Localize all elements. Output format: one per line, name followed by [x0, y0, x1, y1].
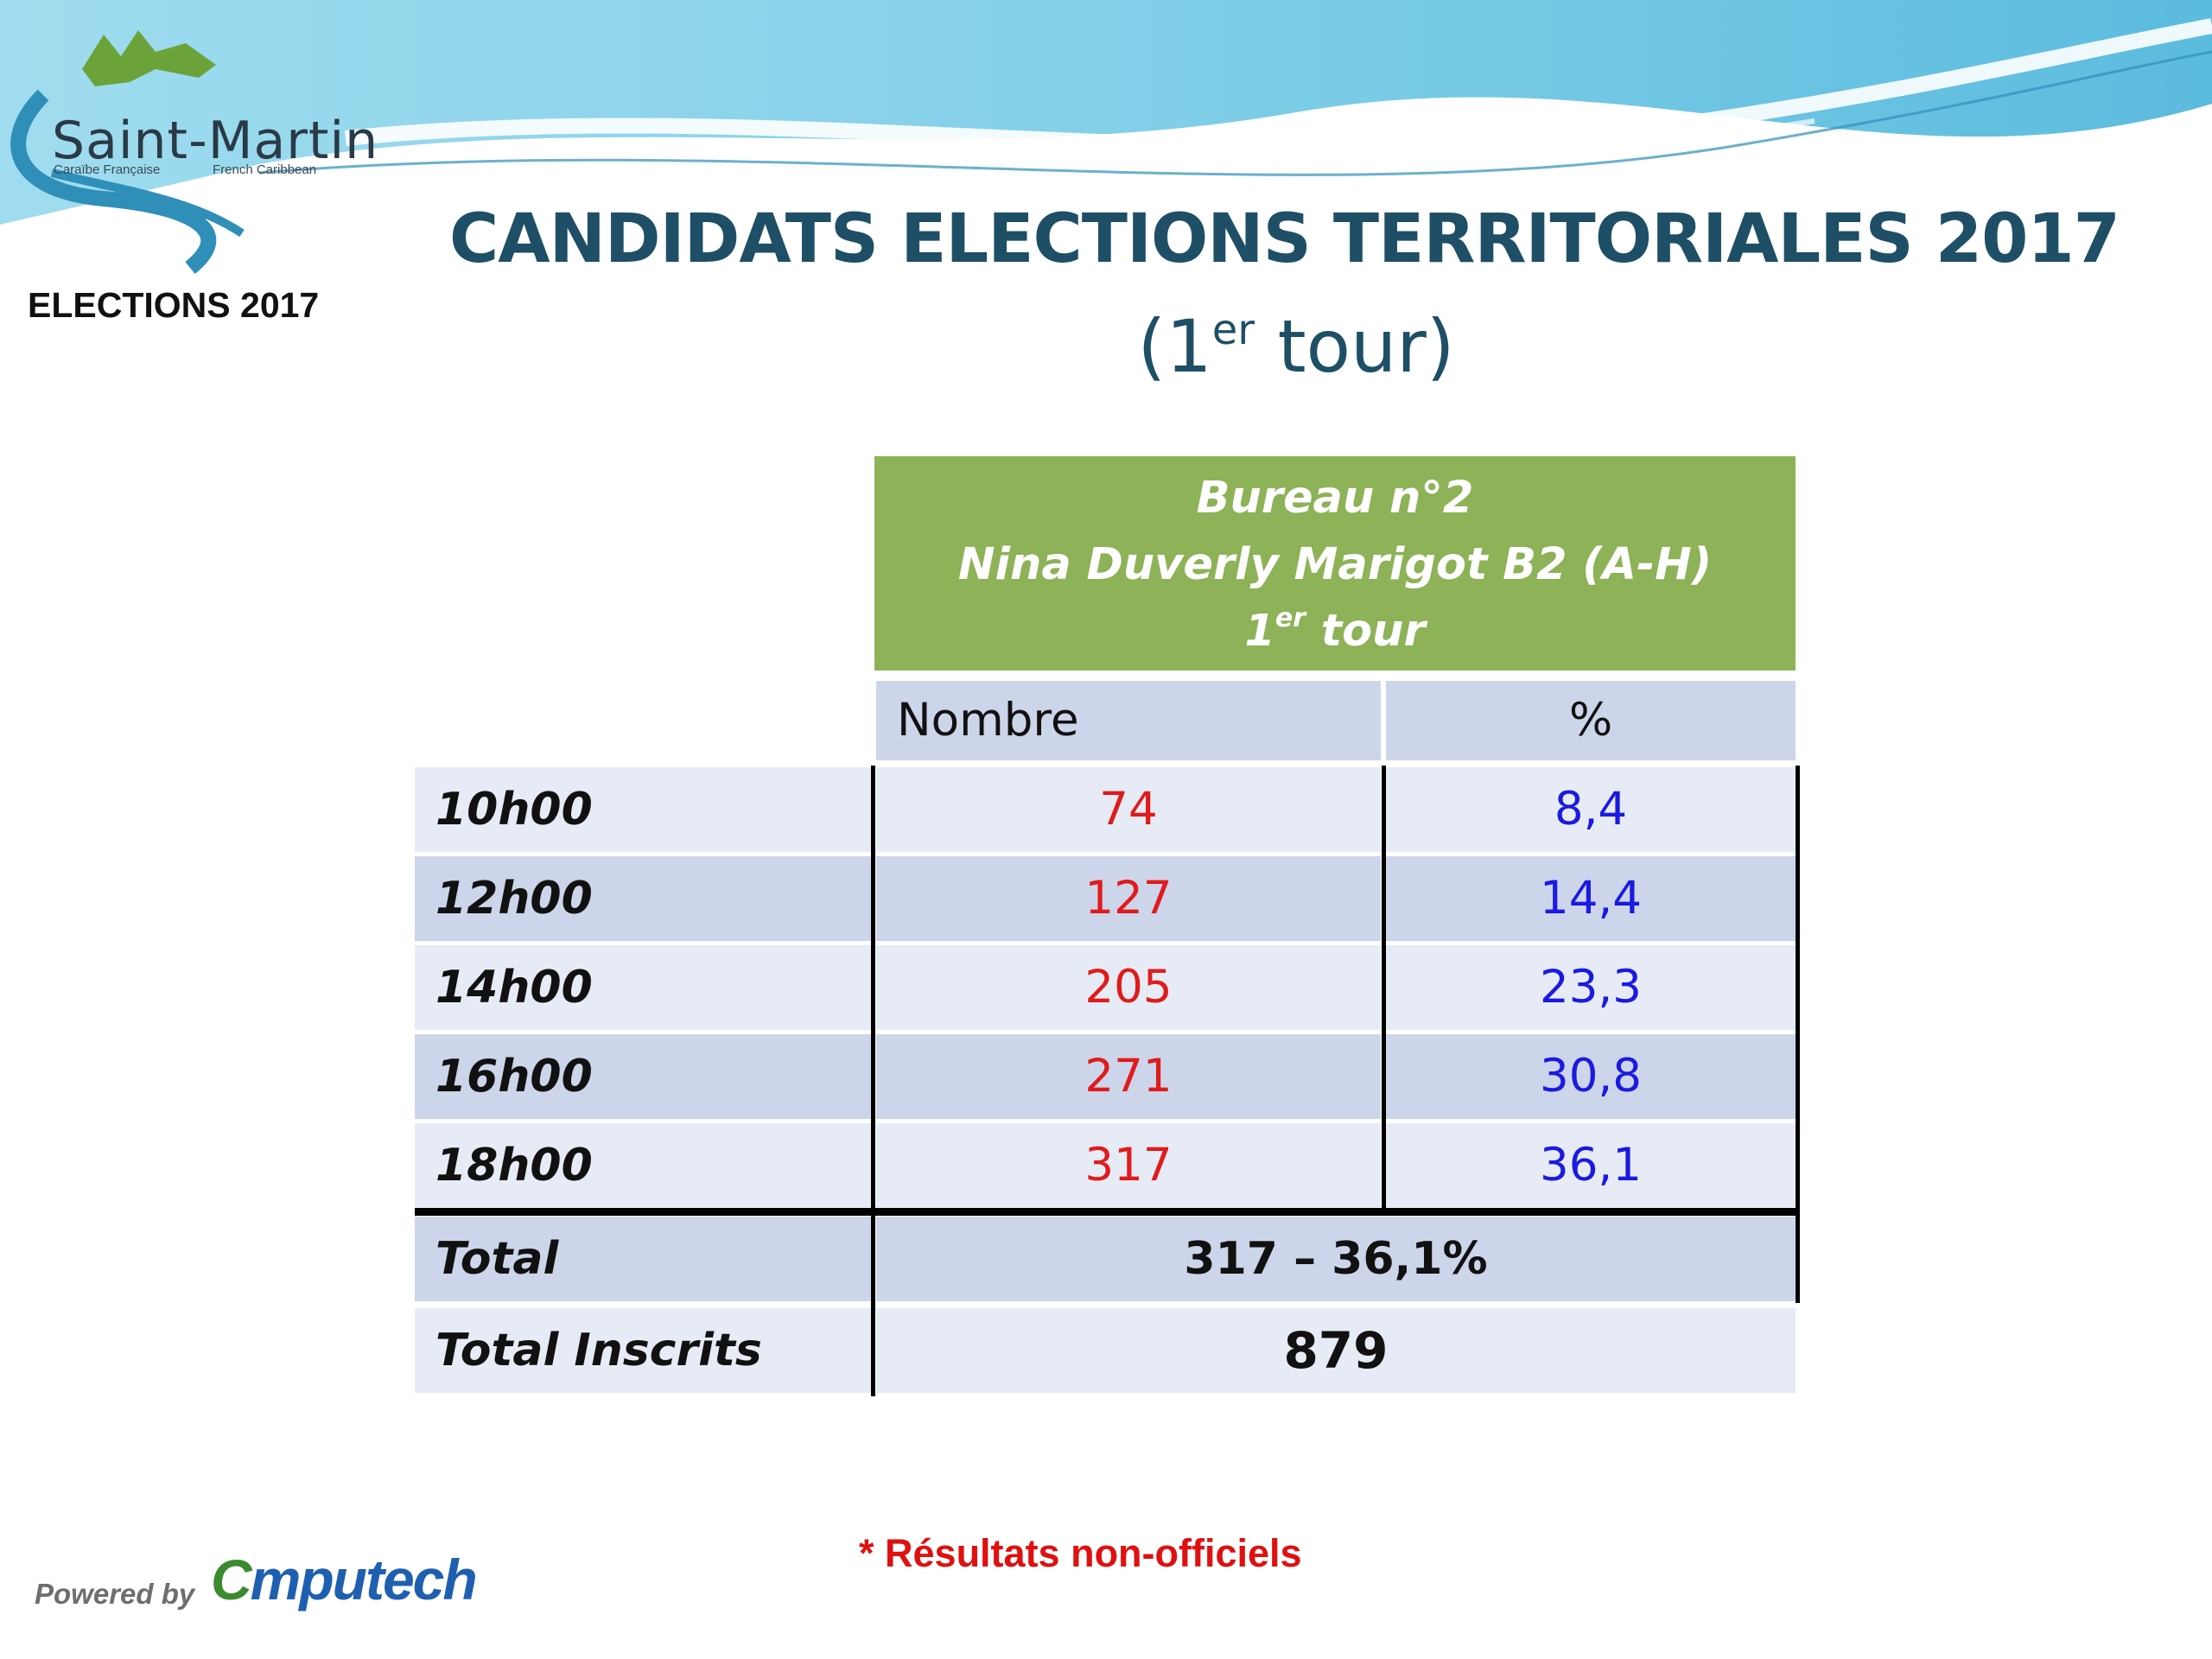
table-border-right	[1796, 766, 1800, 1303]
cell-pct-10h00: 8,4	[1386, 767, 1796, 852]
bureau-name: Nina Duverly Marigot B2 (A-H)	[957, 539, 1713, 590]
brand-rest: mputech	[250, 1548, 478, 1611]
page-title: CANDIDATS ELECTIONS TERRITORIALES 2017	[449, 200, 2120, 278]
logo-name: Saint-Martin	[52, 111, 379, 171]
row-label-18h00: 18h00	[415, 1123, 873, 1208]
computech-logo: Cmputech	[211, 1547, 478, 1612]
cell-total-value: 317 – 36,1%	[876, 1217, 1796, 1301]
subtitle-suffix: tour)	[1254, 304, 1455, 389]
logo-subtitle-en: French Caribbean	[213, 162, 317, 177]
powered-by-label: Powered by	[35, 1578, 195, 1610]
brand-letter-c: C	[211, 1548, 252, 1611]
cell-total-inscrits-value: 879	[876, 1308, 1796, 1393]
round-prefix: 1	[1244, 606, 1275, 657]
round-sup: er	[1274, 603, 1306, 633]
row-label-14h00: 14h00	[415, 945, 873, 1030]
table-divider-percent-column	[1382, 766, 1386, 1210]
cell-nombre-16h00: 271	[876, 1034, 1381, 1119]
table-total-separator	[415, 1208, 1800, 1216]
unofficial-results-note: * Résultats non-officiels	[859, 1531, 1302, 1575]
cell-pct-16h00: 30,8	[1386, 1034, 1796, 1119]
row-label-12h00: 12h00	[415, 856, 873, 941]
cell-pct-18h00: 36,1	[1386, 1123, 1796, 1208]
row-label-total: Total	[415, 1217, 873, 1301]
logo-swoosh-icon	[10, 30, 245, 275]
cell-nombre-10h00: 74	[876, 767, 1381, 852]
subtitle-sup: er	[1211, 306, 1255, 354]
cell-nombre-18h00: 317	[876, 1123, 1381, 1208]
bureau-round: 1er tour	[874, 598, 1796, 664]
row-label-10h00: 10h00	[415, 767, 873, 852]
bureau-number: Bureau n°2	[1196, 473, 1474, 524]
elections-label: ELECTIONS 2017	[28, 285, 320, 325]
logo-subtitle-fr: Caraïbe Française	[54, 162, 161, 177]
cell-nombre-14h00: 205	[876, 945, 1381, 1030]
column-header-percent: %	[1386, 681, 1796, 760]
page-subtitle: (1er tour)	[864, 304, 1728, 389]
column-header-nombre: Nombre	[876, 681, 1381, 760]
table-bureau-header: Bureau n°2 Nina Duverly Marigot B2 (A-H)…	[874, 456, 1796, 671]
round-suffix: tour	[1306, 606, 1426, 657]
table-divider-label-column	[871, 766, 875, 1396]
cell-nombre-12h00: 127	[876, 856, 1381, 941]
saint-martin-logo: Saint-Martin Caraïbe Française French Ca…	[0, 17, 397, 294]
cell-pct-14h00: 23,3	[1386, 945, 1796, 1030]
wave-background	[0, 0, 2212, 225]
row-label-total-inscrits: Total Inscrits	[415, 1308, 873, 1393]
row-label-16h00: 16h00	[415, 1034, 873, 1119]
cell-pct-12h00: 14,4	[1386, 856, 1796, 941]
subtitle-prefix: (1	[1137, 304, 1212, 389]
